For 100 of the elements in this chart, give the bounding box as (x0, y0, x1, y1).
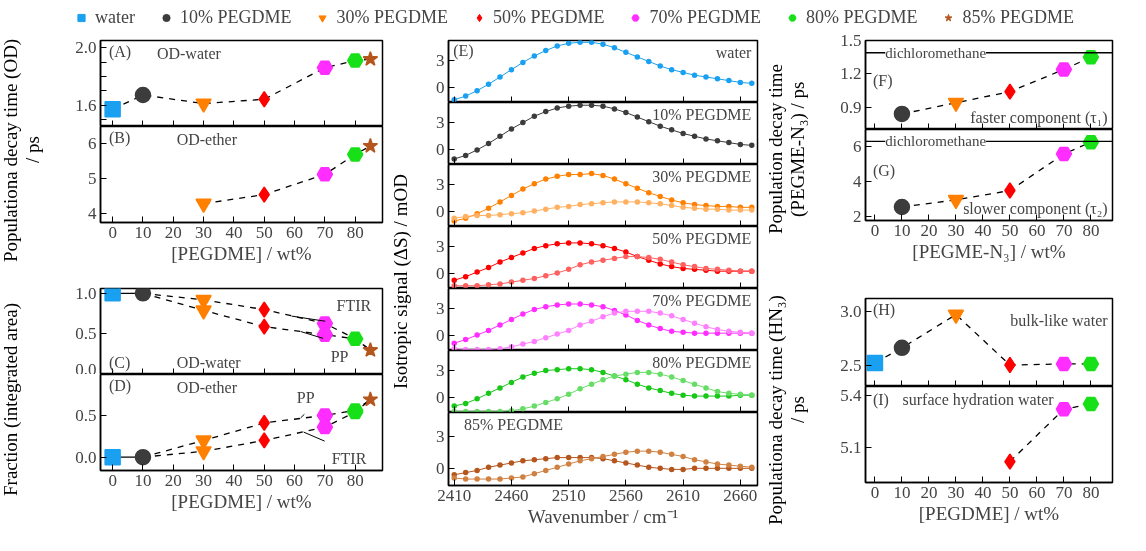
x-tick-label: 30 (195, 222, 213, 242)
x-tick-label: 40 (974, 220, 992, 240)
annotation: 85% PEGDME (463, 416, 564, 434)
x-tick-label: 50 (255, 222, 273, 242)
y-tick-label: 0 (436, 388, 445, 408)
y-axis-title: Populationa decay time (OD) / ps (0, 37, 44, 264)
x-tick-label: 10 (893, 220, 911, 240)
y-tick-label: 0 (436, 140, 445, 160)
y-axis-title: Isotropic signal (ΔS) / mOD (390, 173, 412, 391)
x-tick-label: 80 (1082, 482, 1100, 502)
annotation: (G) (872, 161, 896, 180)
y-tick-label: 0 (436, 264, 445, 284)
y-tick-label: 4 (88, 204, 97, 224)
y-tick-label: 2.0 (75, 38, 97, 58)
annotation: (E) (453, 42, 474, 61)
x-tick-label: 20 (920, 482, 938, 502)
x-tick-label: 50 (1001, 482, 1019, 502)
y-axis-title: Populationa decay time (HN₃) / ps (765, 294, 809, 526)
legend-label: 70% PEGDME (649, 6, 761, 28)
annotation: (D) (108, 377, 132, 396)
y-tick-label: 0 (436, 202, 445, 222)
x-tick-label: 2610 (666, 485, 701, 505)
x-tick-label: 60 (1028, 220, 1046, 240)
annotation: slower component (τ₂) (963, 199, 1108, 218)
annotation: (H) (872, 301, 896, 320)
y-tick-label: 6 (88, 134, 97, 154)
annotation: 10% PEGDME (652, 105, 752, 123)
x-axis-title: [PEGDME] / wt% (171, 490, 312, 512)
x-tick-label: 20 (164, 470, 182, 490)
legend-label: 85% PEGDME (962, 6, 1074, 28)
x-tick-label: 80 (346, 222, 364, 242)
annotation: 80% PEGDME (652, 353, 752, 371)
x-tick-label: 10 (893, 482, 911, 502)
legend-label: 30% PEGDME (336, 6, 448, 28)
y-tick-label: 5 (88, 169, 97, 189)
annotation: 50% PEGDME (652, 229, 752, 247)
x-tick-label: 10 (134, 470, 152, 490)
y-tick-label: 0.5 (75, 405, 97, 425)
x-tick-label: 30 (195, 470, 213, 490)
x-tick-label: 40 (225, 470, 243, 490)
y-tick-label: 3 (436, 237, 445, 257)
x-tick-label: 80 (346, 470, 364, 490)
y-axis-title: Population decay time (PEGME-N₃) / ps (765, 63, 809, 236)
x-tick-label: 40 (974, 482, 992, 502)
annotation: (B) (108, 129, 131, 148)
annotation: OD-water (156, 44, 222, 62)
y-tick-label: 0 (436, 326, 445, 346)
annotation: FTIR (336, 297, 372, 315)
y-tick-label: 1.6 (75, 95, 97, 115)
annotation: bulk-like water (1010, 311, 1109, 329)
y-tick-label: 3 (436, 426, 445, 446)
y-tick-label: 5.4 (840, 385, 862, 405)
annotation: 70% PEGDME (652, 291, 752, 309)
x-tick-label: 2560 (608, 485, 643, 505)
annotation: water (715, 43, 752, 61)
annotation: OD-ether (176, 379, 238, 397)
annotation: faster component (τ₁) (970, 108, 1108, 127)
x-tick-label: 20 (920, 220, 938, 240)
ref-line-label: dichloromethane (885, 44, 987, 61)
y-tick-label: 2 (853, 206, 862, 226)
y-axis-title: Fraction (integrated area) (0, 301, 22, 498)
x-tick-label: 70 (316, 470, 334, 490)
x-axis-title: [PEGDME] / wt% (171, 242, 312, 264)
y-tick-label: 0.5 (75, 324, 97, 344)
x-tick-label: 30 (947, 220, 965, 240)
y-tick-label: 5.1 (840, 438, 862, 458)
y-tick-label: 3 (436, 361, 445, 381)
x-tick-label: 2410 (437, 485, 472, 505)
x-tick-label: 60 (286, 470, 304, 490)
x-tick-label: 30 (947, 482, 965, 502)
y-tick-label: 3 (436, 175, 445, 195)
y-tick-label: 2.5 (840, 355, 862, 375)
x-tick-label: 70 (1055, 220, 1073, 240)
y-tick-label: 1.2 (840, 64, 862, 84)
x-tick-label: 0 (108, 222, 117, 242)
y-tick-label: 1.0 (75, 283, 97, 303)
annotation: FTIR (331, 450, 367, 468)
x-tick-label: 0 (870, 220, 880, 240)
legend-label: 50% PEGDME (492, 6, 605, 28)
x-tick-label: 20 (164, 222, 182, 242)
y-tick-label: 4 (853, 172, 862, 191)
y-tick-label: 3 (436, 113, 445, 133)
annotation: 30% PEGDME (652, 167, 752, 185)
y-tick-label: 3 (436, 299, 445, 319)
x-tick-label: 2510 (551, 485, 586, 505)
annotation: OD-ether (176, 131, 238, 149)
x-tick-label: 70 (1055, 482, 1073, 502)
y-tick-label: 3 (436, 51, 445, 71)
annotation: (I) (872, 391, 889, 410)
y-tick-label: 0.0 (75, 359, 97, 379)
x-tick-label: 10 (134, 222, 152, 242)
legend-label: 10% PEGDME (179, 6, 292, 28)
x-tick-label: 0 (108, 470, 117, 490)
x-axis-title: [PEGME-N₃] / wt% (912, 240, 1066, 262)
y-tick-label: 3.0 (840, 301, 862, 321)
x-axis-title: [PEGDME] / wt% (918, 502, 1060, 524)
x-tick-label: 60 (286, 222, 304, 242)
x-tick-label: 70 (316, 222, 334, 242)
x-tick-label: 60 (1028, 482, 1046, 502)
annotation: (F) (872, 72, 893, 91)
